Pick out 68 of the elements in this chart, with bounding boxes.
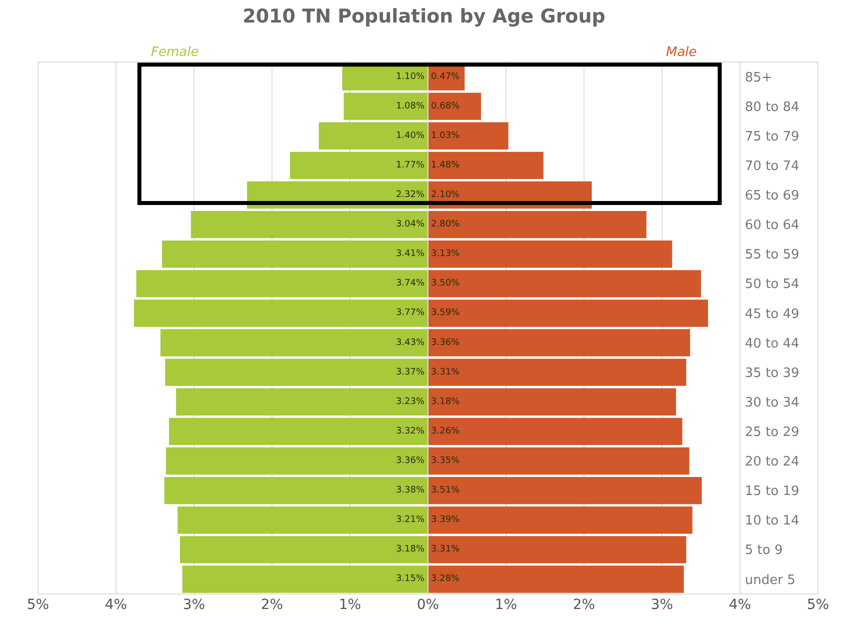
data-label: 1.48% xyxy=(431,160,460,170)
data-label: 3.28% xyxy=(431,574,460,584)
text: Male xyxy=(666,45,697,60)
data-label: 3.77% xyxy=(396,308,425,318)
y-tick-label: 30 to 34 xyxy=(744,395,800,410)
x-tick-label: 1% xyxy=(494,597,518,613)
data-label: 3.36% xyxy=(396,456,425,466)
data-label: 3.26% xyxy=(431,426,460,436)
y-tick-label: 20 to 24 xyxy=(744,454,800,470)
data-label: 3.39% xyxy=(431,515,460,526)
text: Female xyxy=(151,45,199,60)
x-tick-label: 4% xyxy=(728,597,752,613)
y-tick-label: 15 to 19 xyxy=(744,484,800,500)
data-label: 3.41% xyxy=(396,249,425,260)
y-tick-label: 85+ xyxy=(744,70,772,86)
data-label: 2.32% xyxy=(396,190,425,200)
y-tick-label: 75 to 79 xyxy=(744,129,800,144)
data-label: 1.77% xyxy=(396,160,425,170)
chart-title: 2010 TN Population by Age Group xyxy=(242,6,606,28)
data-label: 3.43% xyxy=(396,338,425,348)
data-label: 3.51% xyxy=(431,486,460,496)
x-tick-label: 4% xyxy=(104,597,128,613)
data-label: 3.18% xyxy=(431,396,460,407)
y-tick-label: 65 to 69 xyxy=(744,188,800,204)
data-label: 1.10% xyxy=(396,72,425,82)
x-tick-label: 3% xyxy=(182,597,206,613)
data-label: 0.68% xyxy=(431,101,460,112)
x-tick-label: 2% xyxy=(572,597,596,613)
x-tick-label: 3% xyxy=(650,597,674,613)
data-label: 3.15% xyxy=(396,574,425,584)
x-tick-label: 5% xyxy=(26,597,50,613)
y-tick-label: 35 to 39 xyxy=(744,366,800,381)
data-label: 1.03% xyxy=(431,130,460,141)
data-label: 3.38% xyxy=(396,486,425,496)
y-tick-label: 50 to 54 xyxy=(744,277,800,292)
data-label: 3.31% xyxy=(431,544,460,555)
x-tick-label: 2% xyxy=(260,597,284,613)
y-tick-label: 70 to 74 xyxy=(744,158,800,174)
data-label: 1.40% xyxy=(396,130,425,141)
data-label: 3.18% xyxy=(396,544,425,555)
y-tick-label: 80 to 84 xyxy=(744,100,800,115)
data-label: 3.04% xyxy=(396,220,425,230)
x-tick-label: 5% xyxy=(806,597,830,613)
data-label: 0.47% xyxy=(431,72,460,82)
data-label: 2.10% xyxy=(431,190,460,200)
x-tick-label: 0% xyxy=(416,597,440,613)
y-tick-label: 25 to 29 xyxy=(744,424,800,440)
data-label: 3.21% xyxy=(396,515,425,526)
y-tick-label: 40 to 44 xyxy=(744,336,800,352)
y-tick-label: 60 to 64 xyxy=(744,218,800,234)
y-tick-label: 45 to 49 xyxy=(744,306,800,322)
data-label: 3.59% xyxy=(431,308,460,318)
data-label: 3.23% xyxy=(396,396,425,407)
data-label: 3.74% xyxy=(396,278,425,289)
data-label: 3.13% xyxy=(431,249,460,260)
y-tick-label: 10 to 14 xyxy=(744,514,800,529)
data-label: 3.35% xyxy=(431,456,460,466)
data-label: 3.37% xyxy=(396,367,425,378)
y-tick-label: 5 to 9 xyxy=(744,543,783,558)
data-label: 1.08% xyxy=(396,101,425,112)
data-label: 3.32% xyxy=(396,426,425,436)
y-tick-label: 55 to 59 xyxy=(744,248,800,263)
data-label: 3.50% xyxy=(431,278,460,289)
data-label: 3.36% xyxy=(431,338,460,348)
data-label: 2.80% xyxy=(431,220,460,230)
data-label: 3.31% xyxy=(431,367,460,378)
y-tick-label: under 5 xyxy=(744,572,796,588)
x-tick-label: 1% xyxy=(338,597,362,613)
